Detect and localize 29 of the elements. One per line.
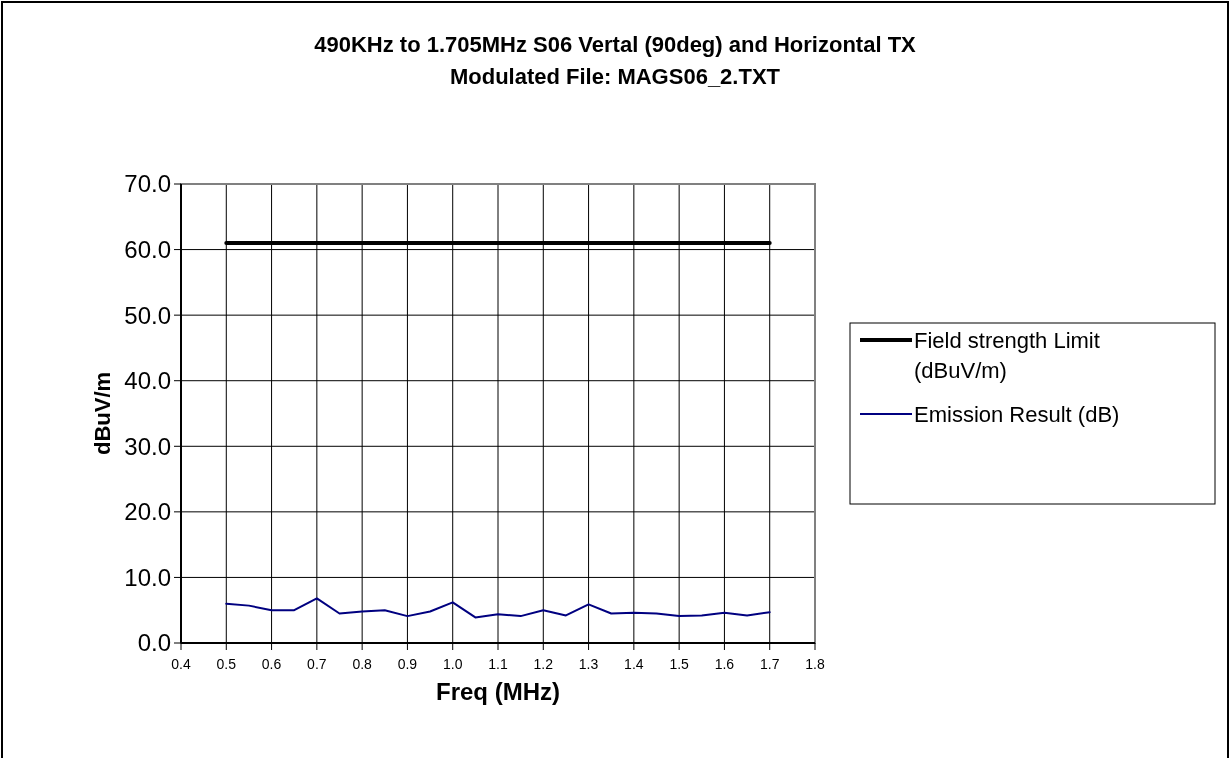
x-tick-label: 0.5	[216, 656, 237, 672]
x-tick-label: 1.6	[714, 656, 735, 672]
legend-label: Emission Result (dB)	[914, 401, 1120, 427]
y-tick-label: 0.0	[137, 629, 171, 657]
x-tick-label: 1.1	[488, 656, 508, 672]
x-tick-label: 0.6	[261, 656, 282, 672]
x-tick-label: 1.4	[624, 656, 644, 672]
x-tick-label: 1.3	[578, 656, 599, 672]
y-tick-label: 50.0	[124, 301, 171, 329]
x-tick-label: 1.0	[442, 656, 463, 672]
y-tick-label: 10.0	[124, 563, 171, 591]
y-tick-label: 30.0	[124, 432, 171, 460]
x-axis-title: Freq (MHz)	[436, 678, 560, 705]
legend-label: Field strength Limit (dBuV/m)	[914, 327, 1100, 383]
y-tick-label: 40.0	[124, 367, 171, 395]
y-axis-title: dBuV/m	[90, 371, 115, 456]
x-tick-label: 1.5	[669, 656, 690, 672]
y-tick-label: 20.0	[124, 498, 171, 526]
x-tick-label: 0.4	[171, 656, 191, 672]
x-tick-label: 0.7	[307, 656, 327, 672]
chart-title: 490KHz to 1.705MHz S06 Vertal (90deg) and Horizontal TX Modulated File: MAGS06_2.TXT	[314, 32, 917, 89]
x-tick-label: 1.7	[759, 656, 780, 672]
x-tick-label: 0.9	[397, 656, 418, 672]
y-tick-label: 60.0	[124, 235, 171, 263]
x-tick-label: 1.2	[533, 656, 554, 672]
x-tick-label: 0.8	[352, 656, 373, 672]
y-tick-label: 70.0	[124, 170, 171, 198]
x-tick-label: 1.8	[805, 656, 825, 672]
line-series	[225, 597, 771, 619]
